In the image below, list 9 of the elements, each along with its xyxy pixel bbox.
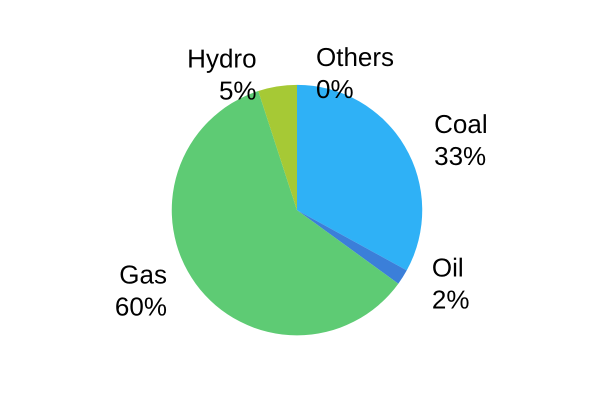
slice-label: Hydro xyxy=(187,44,257,74)
slice-label: Gas xyxy=(119,260,167,290)
data-label: 5% xyxy=(218,76,257,106)
category-label: Others xyxy=(316,42,394,72)
slice-label: Coal xyxy=(434,109,488,140)
data-label: 2% xyxy=(432,284,470,315)
data-label: 60% xyxy=(114,292,167,322)
data-label: 33% xyxy=(434,141,486,172)
slice-label: Oil xyxy=(432,252,464,283)
